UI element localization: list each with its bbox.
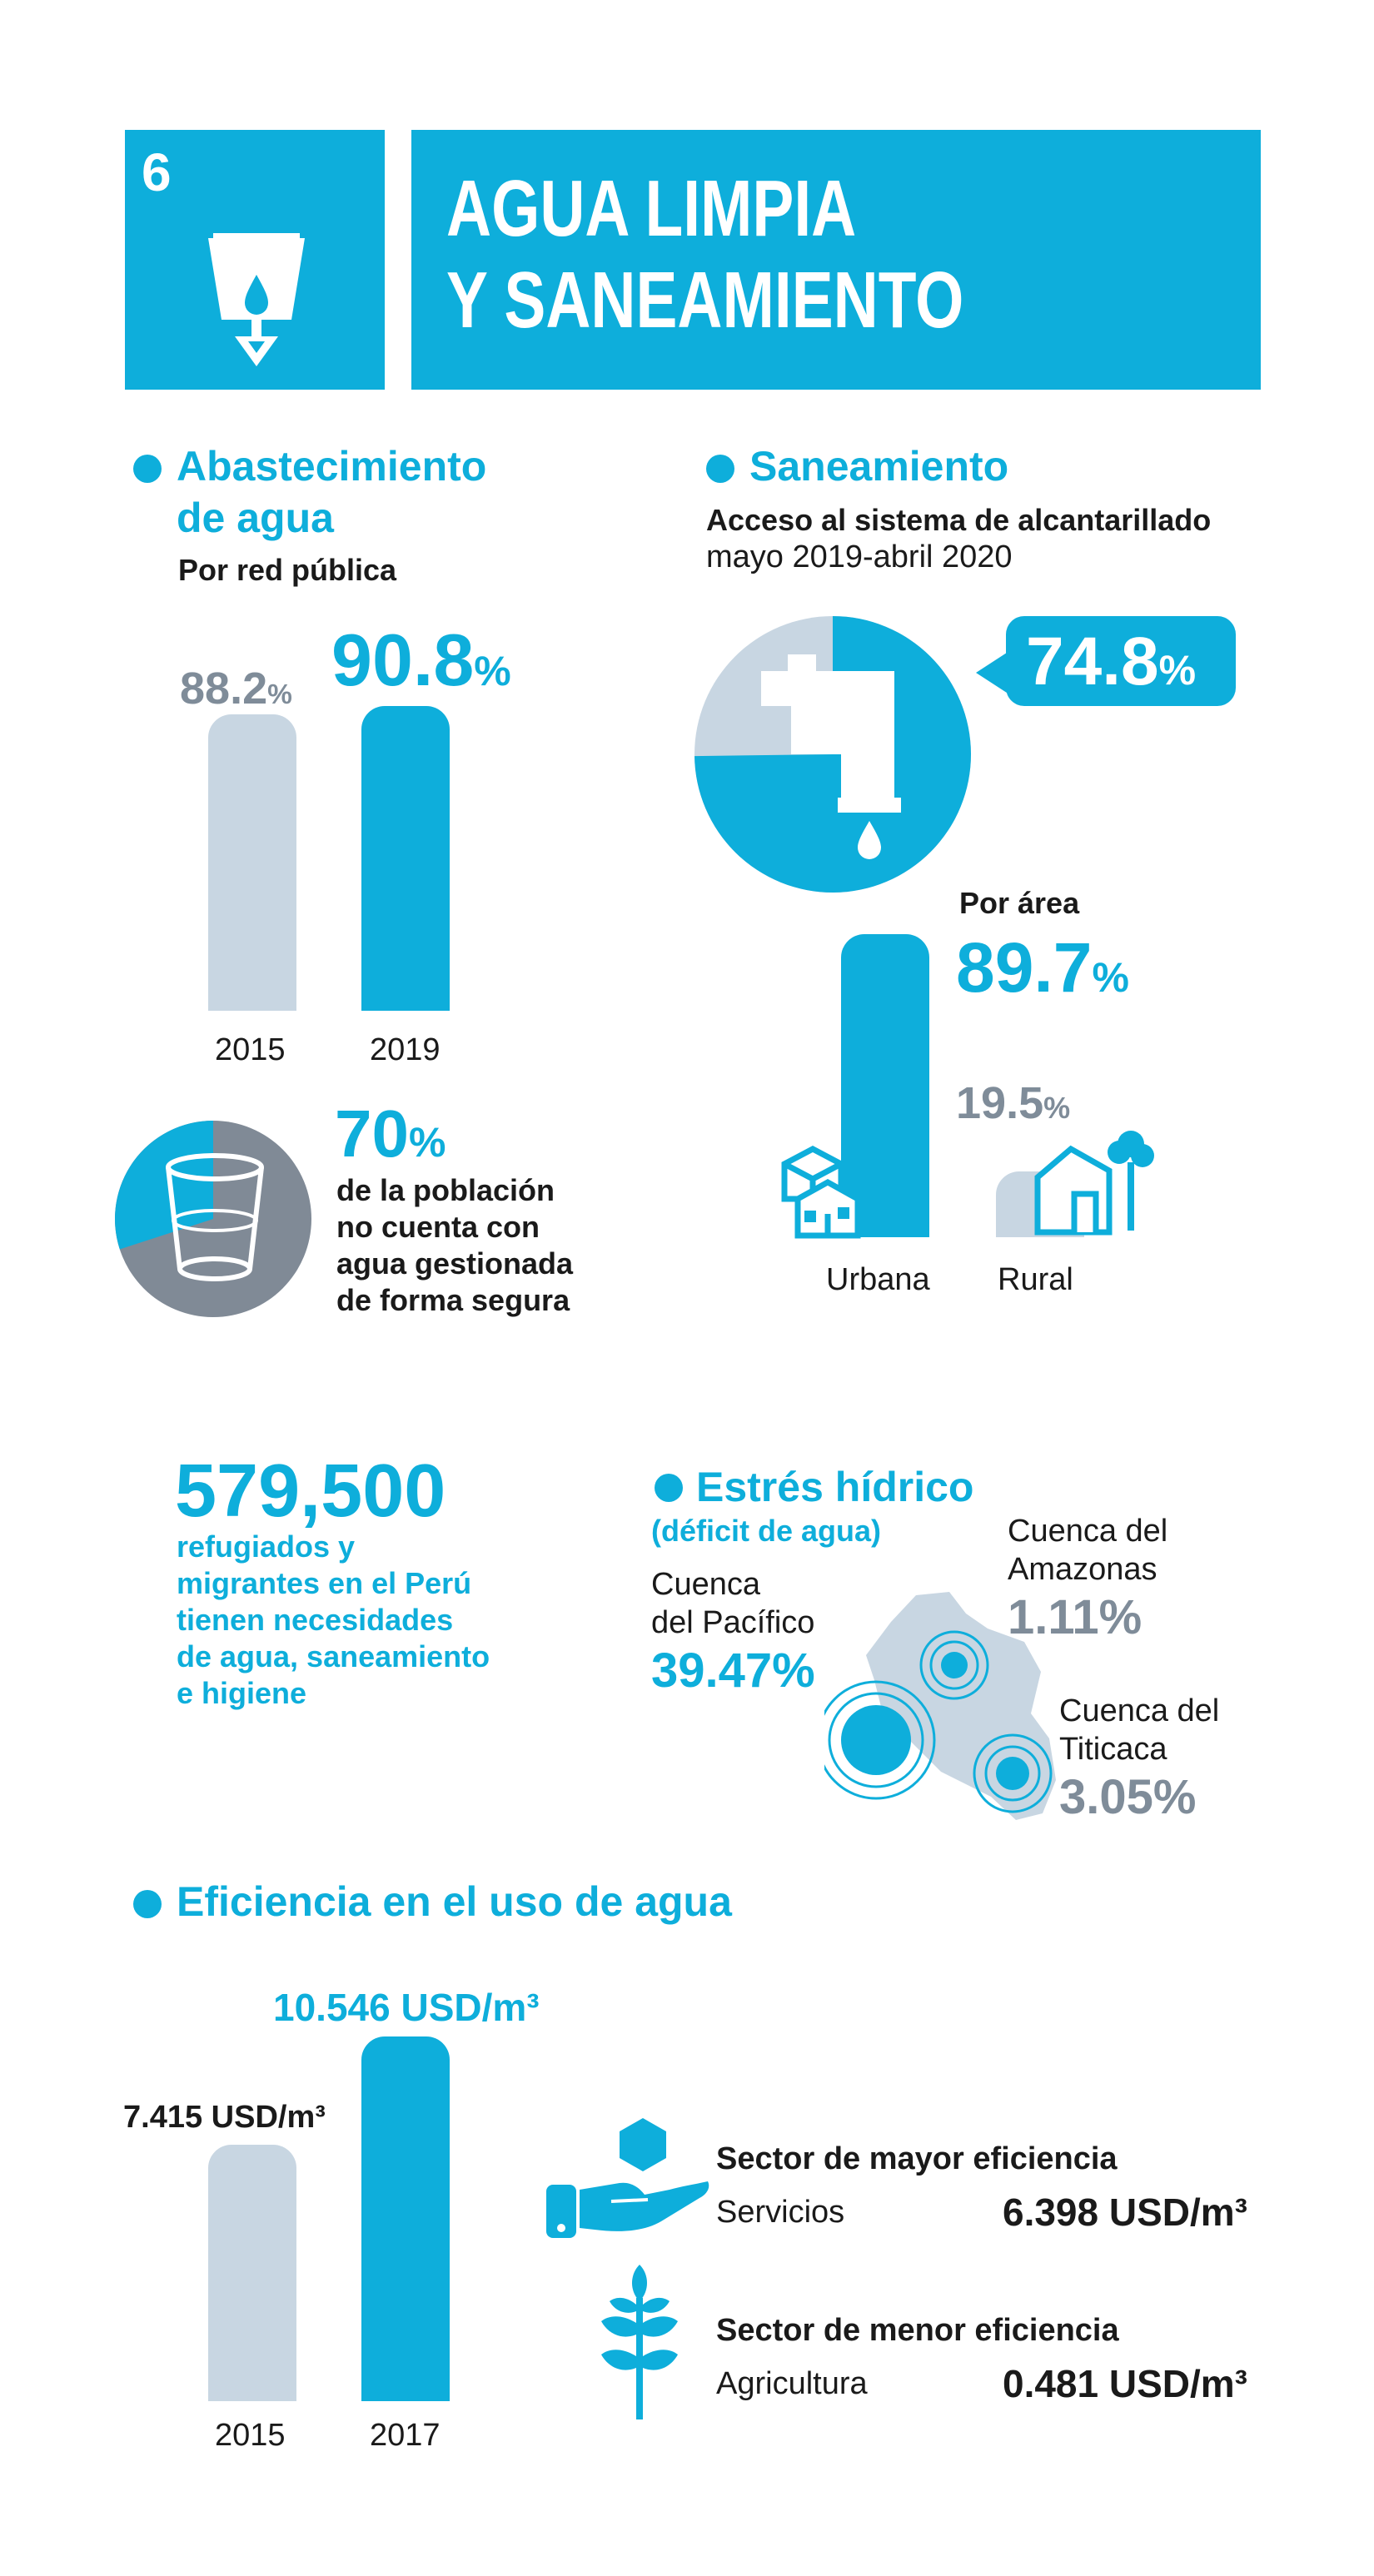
buildings-icon	[781, 1146, 861, 1239]
sanitation-subtitle: Acceso al sistema de alcantarillado	[706, 503, 1212, 537]
bullet-dot	[655, 1474, 683, 1502]
safe-water-line-4: de forma segura	[336, 1283, 570, 1317]
basin-pacific: Cuenca del Pacífico 39.47%	[651, 1565, 815, 1700]
refugees-line-1: refugiados y	[177, 1529, 356, 1564]
high-efficiency-value: 6.398 USD/m³	[1002, 2191, 1247, 2234]
sanitation-period: mayo 2019-abril 2020	[706, 540, 1013, 574]
safe-water-value: 70%	[335, 1097, 446, 1171]
low-efficiency-title: Sector de menor eficiencia	[716, 2313, 1119, 2348]
bullet-dot	[706, 455, 734, 483]
supply-title-line-2: de agua	[177, 495, 334, 541]
safe-water-line-2: no cuenta con	[336, 1210, 540, 1244]
safe-water-line-3: agua gestionada	[336, 1246, 574, 1281]
bullet-dot	[133, 1890, 162, 1918]
goal-number: 6	[142, 142, 172, 202]
basin-amazon-name-2: Amazonas	[1008, 1552, 1157, 1587]
title-line-1: AGUA LIMPIA	[446, 164, 857, 253]
refugees-line-5: e higiene	[177, 1676, 307, 1710]
title-line-2: Y SANEAMIENTO	[446, 256, 964, 345]
urban-bar	[841, 934, 929, 1237]
efficiency-value-2017: 10.546 USD/m³	[273, 1986, 540, 2029]
sanitation-total: 74.8%	[1026, 624, 1197, 699]
peru-map-icon	[824, 1592, 1056, 1820]
sanitation-title: Saneamiento	[749, 443, 1009, 490]
supply-bar-2019	[361, 706, 450, 1011]
refugees-number: 579,500	[175, 1450, 446, 1533]
faucet-icon	[761, 654, 901, 859]
low-efficiency-value: 0.481 USD/m³	[1002, 2362, 1247, 2405]
basin-titicaca-name-2: Titicaca	[1059, 1732, 1167, 1767]
efficiency-value-2015: 7.415 USD/m³	[123, 2100, 326, 2135]
efficiency-title: Eficiencia en el uso de agua	[177, 1878, 732, 1925]
safe-water-line-1: de la población	[336, 1173, 555, 1207]
efficiency-bar-2017	[361, 2036, 450, 2401]
efficiency-bar-2015	[208, 2145, 296, 2401]
bullet-dot	[133, 455, 162, 483]
hand-hexagon-icon	[546, 2118, 709, 2238]
basin-titicaca-value: 3.05%	[1059, 1770, 1197, 1824]
glass-icon	[166, 1153, 264, 1281]
supply-year-2015: 2015	[215, 1032, 286, 1067]
basin-amazon: Cuenca del Amazonas 1.11%	[1008, 1512, 1167, 1647]
refugees-text: refugiados y migrantes en el Perú tienen…	[177, 1529, 490, 1712]
supply-value-2019: 90.8%	[331, 619, 511, 701]
urban-value: 89.7%	[956, 928, 1129, 1007]
wheat-icon	[601, 2265, 678, 2419]
water-cup-icon	[208, 233, 305, 366]
basin-amazon-value: 1.11%	[1008, 1590, 1143, 1644]
by-area-title: Por área	[959, 886, 1080, 920]
safe-water-text: de la población no cuenta con agua gesti…	[336, 1172, 573, 1319]
refugees-line-2: migrantes en el Perú	[177, 1566, 472, 1600]
high-efficiency-title: Sector de mayor eficiencia	[716, 2141, 1118, 2176]
efficiency-year-2017: 2017	[370, 2418, 441, 2453]
high-efficiency-sector: Servicios	[716, 2195, 845, 2230]
stress-title: Estrés hídrico	[696, 1464, 974, 1510]
supply-title-line-1: Abastecimiento	[177, 443, 487, 490]
sanitation-callout: 74.8%	[976, 616, 1236, 706]
efficiency-year-2015: 2015	[215, 2418, 286, 2453]
basin-pacific-name-2: del Pacífico	[651, 1605, 815, 1640]
low-efficiency-sector: Agricultura	[716, 2366, 868, 2401]
supply-subtitle: Por red pública	[178, 553, 397, 587]
basin-pacific-name-1: Cuenca	[651, 1567, 760, 1602]
area-urban-label: Urbana	[826, 1262, 930, 1297]
house-icon	[1034, 1131, 1154, 1236]
supply-value-2015: 88.2%	[180, 664, 292, 714]
refugees-line-4: de agua, saneamiento	[177, 1639, 490, 1673]
goal-badge: 6	[125, 130, 385, 390]
basin-pacific-value: 39.47%	[651, 1644, 815, 1698]
refugees-line-3: tienen necesidades	[177, 1603, 454, 1637]
basin-titicaca: Cuenca del Titicaca 3.05%	[1059, 1692, 1219, 1827]
supply-bar-2015	[208, 714, 296, 1011]
supply-year-2019: 2019	[370, 1032, 441, 1067]
basin-amazon-name-1: Cuenca del	[1008, 1514, 1168, 1549]
area-rural-label: Rural	[998, 1262, 1073, 1297]
title-banner: AGUA LIMPIA Y SANEAMIENTO	[411, 130, 1261, 390]
basin-titicaca-name-1: Cuenca del	[1059, 1693, 1220, 1728]
rural-value: 19.5%	[956, 1078, 1071, 1128]
stress-subtitle: (déficit de agua)	[651, 1514, 882, 1548]
